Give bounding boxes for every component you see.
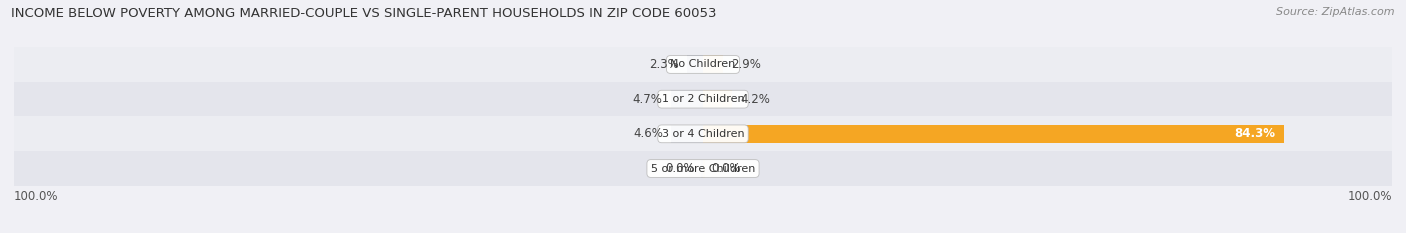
Bar [671,125,703,143]
Text: 100.0%: 100.0% [1347,190,1392,203]
Text: 2.3%: 2.3% [650,58,679,71]
Text: 0.0%: 0.0% [711,162,741,175]
Text: 0.0%: 0.0% [665,162,695,175]
Bar [14,116,1392,151]
Text: 3 or 4 Children: 3 or 4 Children [662,129,744,139]
Text: 4.7%: 4.7% [633,93,662,106]
Text: Source: ZipAtlas.com: Source: ZipAtlas.com [1277,7,1395,17]
Text: 84.3%: 84.3% [1234,127,1275,140]
Bar [703,160,704,178]
Bar [14,151,1392,186]
Bar [702,160,703,178]
Bar [671,90,703,108]
Bar [14,47,1392,82]
Text: 1 or 2 Children: 1 or 2 Children [662,94,744,104]
Bar [703,125,1284,143]
Bar [688,55,703,73]
Text: 4.2%: 4.2% [740,93,770,106]
Text: 2.9%: 2.9% [731,58,761,71]
Text: No Children: No Children [671,59,735,69]
Bar [703,55,723,73]
Bar [14,82,1392,116]
Text: 100.0%: 100.0% [14,190,59,203]
Bar [703,90,733,108]
Text: INCOME BELOW POVERTY AMONG MARRIED-COUPLE VS SINGLE-PARENT HOUSEHOLDS IN ZIP COD: INCOME BELOW POVERTY AMONG MARRIED-COUPL… [11,7,717,20]
Text: 4.6%: 4.6% [633,127,664,140]
Text: 5 or more Children: 5 or more Children [651,164,755,174]
